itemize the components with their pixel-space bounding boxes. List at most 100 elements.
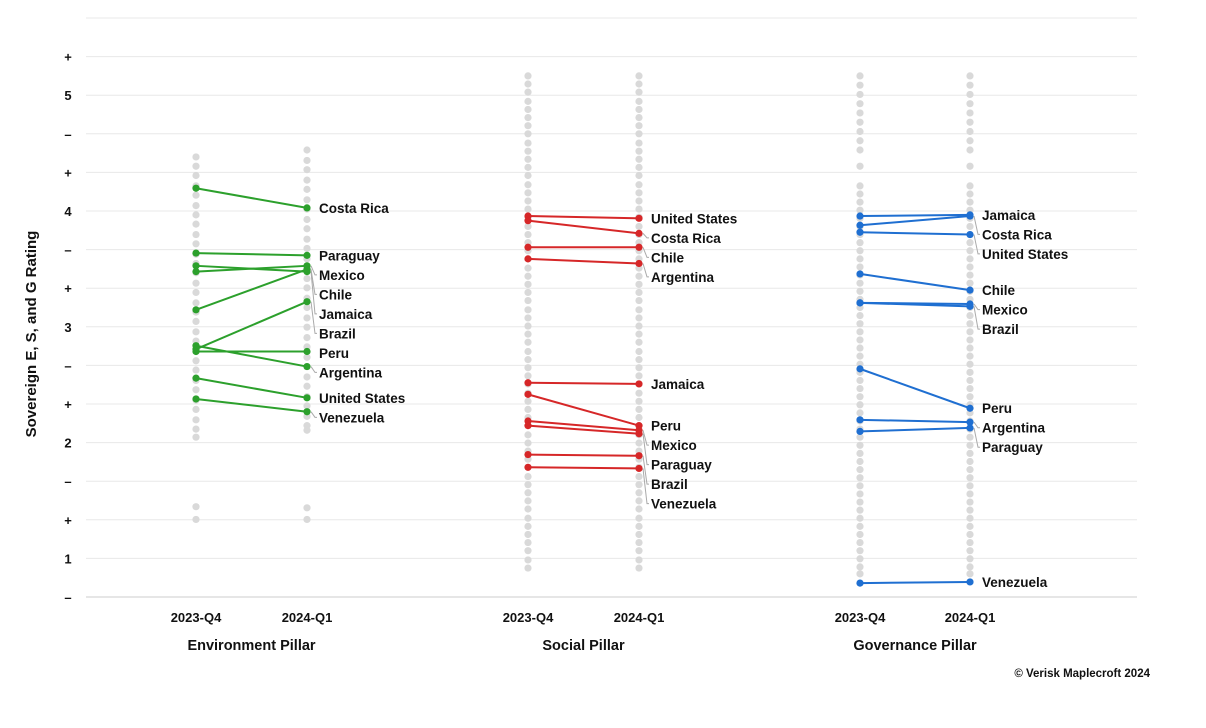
background-point: [856, 538, 864, 547]
label-leader: [642, 468, 649, 505]
background-dots: [192, 146, 311, 524]
x-tick-label: 2023-Q4: [171, 610, 222, 625]
series-line: [527, 424, 640, 435]
series-line: [859, 213, 971, 218]
background-point: [524, 122, 532, 130]
background-point: [966, 328, 974, 336]
label-leader: [642, 263, 649, 278]
background-point: [635, 330, 643, 338]
y-tick-label: –: [64, 243, 71, 258]
background-point: [192, 416, 200, 424]
y-tick-label: 2: [64, 436, 71, 451]
background-point: [303, 185, 311, 193]
background-point: [856, 449, 864, 458]
background-point: [303, 515, 311, 524]
background-point: [524, 205, 532, 213]
background-point: [635, 389, 643, 397]
background-point: [635, 547, 643, 555]
background-point: [635, 322, 643, 330]
y-tick-label: –: [64, 127, 71, 142]
background-point: [856, 127, 864, 136]
label-leader: [973, 215, 980, 235]
background-point: [524, 372, 532, 380]
series-point: [524, 243, 532, 251]
background-point: [966, 466, 974, 474]
series-label: Argentina: [319, 365, 382, 380]
series-label: Peru: [982, 401, 1012, 416]
background-point: [966, 127, 974, 136]
background-point: [635, 405, 643, 414]
background-point: [635, 338, 643, 346]
background-point: [635, 147, 643, 155]
background-point: [966, 441, 974, 449]
background-point: [524, 139, 532, 147]
background-point: [303, 166, 311, 174]
background-point: [635, 105, 643, 114]
series-point: [856, 427, 864, 436]
y-axis-ticks: +5 – +4 – +3 – +2 – +1 –: [64, 50, 72, 605]
series-label: Argentina: [651, 270, 714, 285]
series-group: [192, 184, 311, 416]
background-point: [966, 190, 974, 198]
background-point: [524, 481, 532, 489]
y-tick-label: +: [64, 50, 72, 65]
background-point: [303, 504, 311, 512]
background-point: [966, 457, 974, 466]
background-point: [856, 81, 864, 89]
background-point: [635, 189, 643, 197]
background-point: [524, 489, 532, 497]
background-point: [635, 113, 643, 122]
series-point: [856, 270, 864, 278]
background-point: [966, 514, 974, 522]
background-point: [303, 156, 311, 165]
background-point: [966, 72, 974, 80]
background-point: [635, 372, 643, 380]
background-point: [524, 222, 532, 231]
background-point: [192, 220, 200, 228]
background-point: [966, 239, 974, 247]
background-point: [856, 118, 864, 126]
background-point: [192, 191, 200, 199]
label-leader: [973, 306, 980, 330]
background-point: [635, 222, 643, 231]
background-point: [524, 364, 532, 372]
series-point: [524, 422, 532, 430]
background-point: [966, 352, 974, 360]
background-point: [524, 306, 532, 314]
background-point: [524, 547, 532, 555]
series-point: [303, 298, 311, 306]
background-point: [635, 530, 643, 539]
background-point: [635, 364, 643, 372]
background-point: [524, 439, 532, 447]
background-point: [966, 547, 974, 555]
series-point: [192, 184, 200, 192]
background-point: [635, 296, 643, 305]
background-point: [966, 255, 974, 263]
background-point: [856, 162, 864, 170]
label-leader: [642, 455, 649, 485]
x-axis-labels: 2023-Q4 2024-Q1 Governance Pillar: [835, 610, 996, 654]
background-point: [192, 279, 200, 287]
series-point: [192, 249, 200, 257]
series-line: [859, 231, 971, 236]
background-point: [192, 162, 200, 170]
y-tick-label: +: [64, 281, 72, 296]
series-label: Brazil: [319, 326, 356, 341]
background-point: [524, 97, 532, 105]
background-point: [856, 401, 864, 409]
background-point: [856, 137, 864, 145]
series-label: Argentina: [982, 421, 1045, 436]
background-point: [524, 556, 532, 564]
y-tick-label: 1: [64, 551, 71, 566]
series-line: [859, 272, 971, 292]
background-point: [966, 506, 974, 514]
background-point: [524, 314, 532, 322]
background-point: [303, 373, 311, 381]
background-point: [192, 299, 200, 307]
series-line: [859, 418, 971, 424]
series-point: [966, 404, 974, 412]
series-point: [524, 390, 532, 398]
series-line: [859, 580, 971, 585]
label-leader: [310, 366, 317, 373]
series-label: Mexico: [651, 438, 697, 453]
